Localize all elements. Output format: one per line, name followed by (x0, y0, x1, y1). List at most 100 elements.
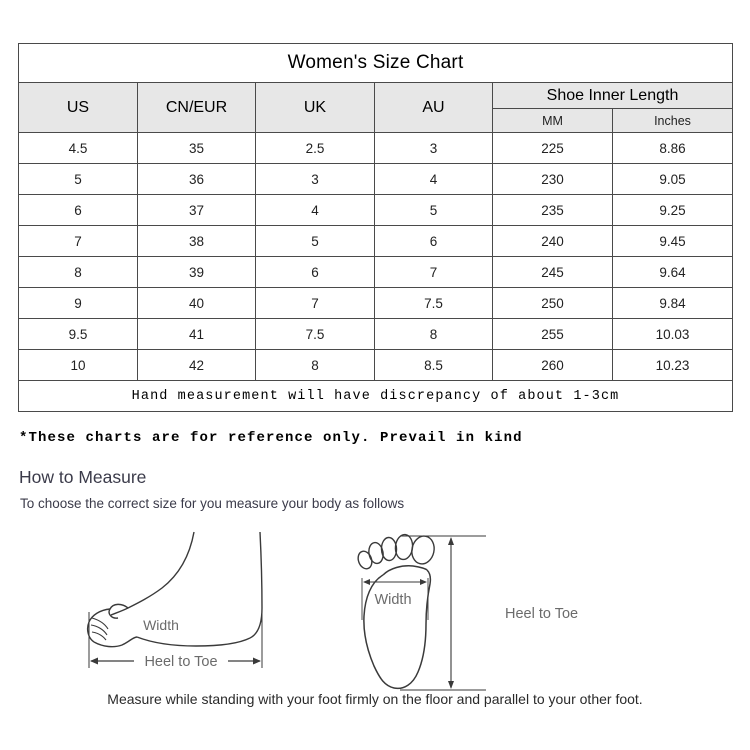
top-width-arrow-right-icon (420, 579, 427, 585)
top-foot-sole-outline (363, 569, 432, 690)
cell-cn-eur: 37 (137, 194, 256, 226)
cell-mm: 225 (492, 132, 613, 164)
cell-inches: 9.64 (611, 256, 734, 288)
cell-mm: 230 (492, 163, 613, 195)
cell-inches: 9.45 (611, 225, 734, 257)
column-header-inches: Inches (611, 108, 734, 133)
column-header-mm: MM (492, 108, 613, 133)
cell-us: 9.5 (18, 318, 138, 350)
table-footer-note-row: Hand measurement will have discrepancy o… (17, 380, 734, 412)
foot-measurement-diagrams: Width Heel to Toe (0, 520, 750, 695)
cell-mm: 250 (492, 287, 613, 319)
side-foot-toe-line-2 (90, 624, 108, 636)
cell-cn-eur: 42 (137, 349, 256, 381)
top-view-length-label: Heel to Toe (505, 606, 578, 622)
table-row: 7 38 5 6 240 9.45 (18, 225, 734, 257)
column-header-cn-eur: CN/EUR (137, 82, 256, 133)
cell-au: 7.5 (374, 287, 493, 319)
cell-us: 5 (18, 163, 138, 195)
cell-cn-eur: 41 (137, 318, 256, 350)
column-header-shoe-inner-length: Shoe Inner Length (491, 82, 734, 109)
side-view-length-label: Heel to Toe (144, 654, 217, 670)
side-foot-heel-line (249, 531, 263, 639)
cell-au: 8 (374, 318, 493, 350)
cell-cn-eur: 38 (137, 225, 256, 257)
top-foot-toe-2 (394, 533, 414, 561)
table-row: 4.5 35 2.5 3 225 8.86 (18, 132, 734, 164)
table-header-row-sub: MM Inches (19, 108, 734, 133)
top-foot-toe-5 (357, 550, 373, 570)
table-row: 9.5 41 7.5 8 255 10.03 (18, 318, 734, 350)
cell-inches: 10.03 (611, 318, 734, 350)
how-to-measure-subtitle: To choose the correct size for you measu… (20, 496, 405, 511)
cell-inches: 10.23 (611, 349, 734, 381)
table-row: 5 36 3 4 230 9.05 (18, 163, 734, 195)
top-foot-ball-curve (382, 565, 428, 576)
side-foot-ball (93, 636, 138, 648)
side-foot-instep-line (110, 531, 195, 616)
cell-us: 4.5 (18, 132, 138, 164)
cell-au: 5 (374, 194, 493, 226)
side-foot-sole (136, 636, 251, 647)
top-length-arrow-down-icon (448, 681, 454, 689)
cell-cn-eur: 35 (137, 132, 256, 164)
cell-au: 4 (374, 163, 493, 195)
cell-inches: 9.25 (611, 194, 734, 226)
cell-uk: 5 (255, 225, 375, 257)
cell-us: 10 (18, 349, 138, 381)
how-to-measure-title: How to Measure (19, 467, 147, 487)
cell-us: 9 (18, 287, 138, 319)
top-width-arrow-left-icon (363, 579, 370, 585)
column-header-uk: UK (255, 82, 375, 133)
table-title-row: Women's Size Chart (17, 43, 734, 83)
cell-mm: 260 (492, 349, 613, 381)
cell-us: 8 (18, 256, 138, 288)
cell-mm: 240 (492, 225, 613, 257)
cell-cn-eur: 40 (137, 287, 256, 319)
table-row: 6 37 4 5 235 9.25 (18, 194, 734, 226)
cell-us: 6 (18, 194, 138, 226)
cell-us: 7 (18, 225, 138, 257)
cell-au: 3 (374, 132, 493, 164)
side-view-width-label: Width (143, 617, 179, 633)
cell-mm: 255 (492, 318, 613, 350)
cell-uk: 7 (255, 287, 375, 319)
cell-au: 8.5 (374, 349, 493, 381)
size-chart-table: Women's Size Chart US CN/EUR UK AU Shoe … (17, 43, 734, 412)
measurement-discrepancy-note: Hand measurement will have discrepancy o… (17, 380, 734, 412)
side-foot-toe-line-3 (91, 631, 107, 641)
page-title: Women's Size Chart (17, 43, 734, 83)
cell-uk: 3 (255, 163, 375, 195)
reference-disclaimer: *These charts are for reference only. Pr… (19, 430, 523, 446)
table-row: 9 40 7 7.5 250 9.84 (18, 287, 734, 319)
table-row: 10 42 8 8.5 260 10.23 (18, 349, 734, 381)
cell-uk: 8 (255, 349, 375, 381)
cell-mm: 235 (492, 194, 613, 226)
cell-inches: 8.86 (611, 132, 734, 164)
cell-au: 6 (374, 225, 493, 257)
top-foot-toe-1 (411, 535, 435, 565)
side-view-foot-diagram: Width Heel to Toe (86, 531, 263, 670)
cell-mm: 245 (492, 256, 613, 288)
side-foot-toe-line-1 (91, 617, 109, 630)
cell-uk: 4 (255, 194, 375, 226)
cell-uk: 2.5 (255, 132, 375, 164)
cell-cn-eur: 39 (137, 256, 256, 288)
side-foot-big-toe-knuckle (108, 603, 129, 619)
cell-cn-eur: 36 (137, 163, 256, 195)
top-view-foot-diagram: Width Heel to Toe (357, 533, 578, 691)
diagrams-svg: Width Heel to Toe (86, 531, 578, 691)
side-arrow-left-icon (90, 657, 98, 665)
cell-inches: 9.05 (611, 163, 734, 195)
top-length-arrow-up-icon (448, 537, 454, 545)
measure-instruction-caption: Measure while standing with your foot fi… (107, 691, 643, 707)
cell-uk: 6 (255, 256, 375, 288)
cell-uk: 7.5 (255, 318, 375, 350)
size-chart-table-container: Women's Size Chart US CN/EUR UK AU Shoe … (17, 43, 734, 412)
table-header-row-main: US CN/EUR UK AU Shoe Inner Length (18, 82, 734, 133)
table-row: 8 39 6 7 245 9.64 (18, 256, 734, 288)
cell-inches: 9.84 (611, 287, 734, 319)
column-header-us: US (18, 82, 138, 133)
side-arrow-right-icon (253, 657, 261, 665)
cell-au: 7 (374, 256, 493, 288)
